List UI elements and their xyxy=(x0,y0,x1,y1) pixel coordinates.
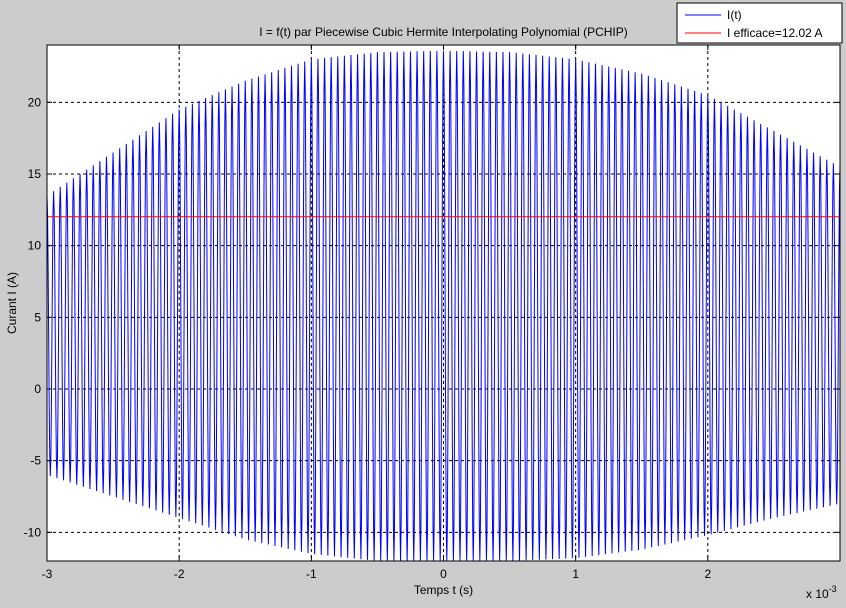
x-tick-label: -1 xyxy=(306,567,317,581)
y-axis-label: Curant I (A) xyxy=(5,272,19,334)
series-layer xyxy=(47,50,840,561)
y-tick-label: 10 xyxy=(28,239,42,253)
chart-title: I = f(t) par Piecewise Cubic Hermite Int… xyxy=(259,25,627,39)
x-tick-label: 0 xyxy=(440,567,447,581)
x-axis-multiplier-exponent: -3 xyxy=(829,584,837,594)
y-tick-label: -10 xyxy=(24,525,42,539)
x-axis-label: Temps t (s) xyxy=(414,583,473,597)
legend-entry-rms: I efficace=12.02 A xyxy=(727,26,823,40)
y-tick-label: 20 xyxy=(28,95,42,109)
y-tick-label: 5 xyxy=(34,310,41,324)
x-axis-multiplier: x 10-3 xyxy=(806,584,837,601)
x-tick-label: 2 xyxy=(704,567,711,581)
legend-entry-current: I(t) xyxy=(727,8,742,22)
legend-box xyxy=(676,2,843,44)
x-tick-label: -3 xyxy=(42,567,53,581)
legend[interactable]: I(t) I efficace=12.02 A xyxy=(676,2,843,44)
x-tick-label: -2 xyxy=(174,567,185,581)
x-axis-multiplier-base: x 10 xyxy=(806,587,829,601)
y-tick-label: 0 xyxy=(34,382,41,396)
x-tick-label: 1 xyxy=(572,567,579,581)
series-current-line xyxy=(47,50,840,561)
y-tick-label: -5 xyxy=(30,454,41,468)
y-tick-label: 15 xyxy=(28,167,42,181)
